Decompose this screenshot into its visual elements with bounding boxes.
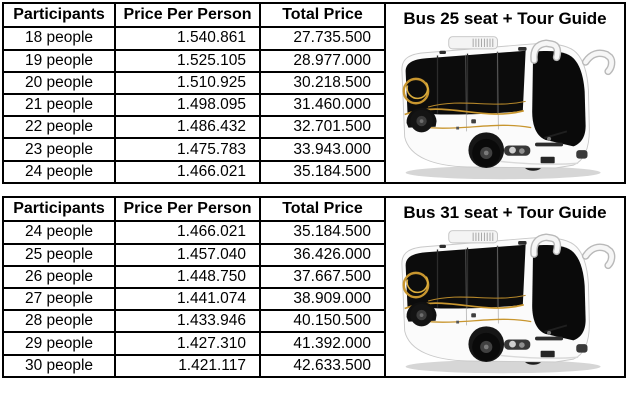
- price-per-person-column-header: Price Per Person: [114, 195, 261, 223]
- price-per-person-cell: 1.466.021: [114, 159, 261, 185]
- bus-image: [392, 226, 618, 376]
- table-row: 23 people 1.475.783 33.943.000: [2, 137, 625, 162]
- pricing-sheet: Participants Price Per Person Total Pric…: [2, 1, 626, 379]
- total-price-cell: 30.218.500: [259, 70, 386, 95]
- price-per-person-cell: 1.448.750: [114, 264, 261, 289]
- participants-cell: 21 people: [2, 92, 116, 118]
- table-row: 21 people 1.498.095 31.460.000: [2, 92, 625, 118]
- price-per-person-cell: 1.540.861: [114, 26, 261, 51]
- price-per-person-cell: 1.433.946: [114, 309, 261, 334]
- participants-cell: 19 people: [2, 48, 116, 73]
- total-price-cell: 36.426.000: [259, 242, 386, 267]
- table-row: 28 people 1.433.946 40.150.500: [2, 309, 625, 334]
- pricing-table-bus-31: Participants Price Per Person Total Pric…: [2, 195, 626, 379]
- table-row: 20 people 1.510.925 30.218.500: [2, 70, 625, 95]
- total-price-cell: 31.460.000: [259, 92, 386, 118]
- pricing-table-bus-25: Participants Price Per Person Total Pric…: [2, 1, 626, 185]
- table-row: 24 people 1.466.021 35.184.500: [2, 159, 625, 185]
- participants-cell: 22 people: [2, 115, 116, 140]
- total-price-column-header: Total Price: [259, 195, 386, 223]
- participants-cell: 25 people: [2, 242, 116, 267]
- table-row: 19 people 1.525.105 28.977.000: [2, 48, 625, 73]
- price-per-person-cell: 1.441.074: [114, 286, 261, 312]
- table-header-row: Participants Price Per Person Total Pric…: [2, 195, 626, 378]
- total-price-cell: 33.943.000: [259, 137, 386, 162]
- total-price-cell: 42.633.500: [259, 353, 386, 379]
- participants-cell: 18 people: [2, 26, 116, 51]
- participants-cell: 20 people: [2, 70, 116, 95]
- price-per-person-cell: 1.525.105: [114, 48, 261, 73]
- price-per-person-cell: 1.466.021: [114, 220, 261, 245]
- total-price-cell: 38.909.000: [259, 286, 386, 312]
- price-per-person-cell: 1.475.783: [114, 137, 261, 162]
- table-row: 30 people 1.421.117 42.633.500: [2, 353, 625, 379]
- participants-cell: 27 people: [2, 286, 116, 312]
- total-price-cell: 35.184.500: [259, 220, 386, 245]
- participants-cell: 26 people: [2, 264, 116, 289]
- table-header-row: Participants Price Per Person Total Pric…: [2, 1, 626, 184]
- price-per-person-cell: 1.510.925: [114, 70, 261, 95]
- price-per-person-cell: 1.457.040: [114, 242, 261, 267]
- table-row: 26 people 1.448.750 37.667.500: [2, 264, 625, 289]
- bus-info-cell: Bus 25 seat + Tour Guide: [384, 2, 626, 184]
- table-row: 29 people 1.427.310 41.392.000: [2, 331, 625, 356]
- participants-column-header: Participants: [2, 1, 116, 29]
- participants-cell: 29 people: [2, 331, 116, 356]
- table-row: 24 people 1.466.021 35.184.500: [2, 220, 625, 245]
- price-per-person-cell: 1.498.095: [114, 92, 261, 118]
- table-row: 25 people 1.457.040 36.426.000: [2, 242, 625, 267]
- bus-image: [392, 32, 618, 182]
- participants-cell: 23 people: [2, 137, 116, 162]
- price-per-person-cell: 1.486.432: [114, 115, 261, 140]
- table-row: 22 people 1.486.432 32.701.500: [2, 115, 625, 140]
- total-price-cell: 35.184.500: [259, 159, 386, 185]
- total-price-cell: 41.392.000: [259, 331, 386, 356]
- participants-cell: 30 people: [2, 353, 116, 379]
- participants-cell: 24 people: [2, 220, 116, 245]
- total-price-cell: 32.701.500: [259, 115, 386, 140]
- table-row: 27 people 1.441.074 38.909.000: [2, 286, 625, 312]
- bus-25-title: Bus 25 seat + Tour Guide: [403, 9, 607, 28]
- total-price-cell: 37.667.500: [259, 264, 386, 289]
- total-price-cell: 40.150.500: [259, 309, 386, 334]
- participants-cell: 28 people: [2, 309, 116, 334]
- bus-info-cell: Bus 31 seat + Tour Guide: [384, 196, 626, 378]
- price-per-person-column-header: Price Per Person: [114, 1, 261, 29]
- bus-31-title: Bus 31 seat + Tour Guide: [403, 203, 607, 222]
- price-per-person-cell: 1.427.310: [114, 331, 261, 356]
- total-price-cell: 27.735.500: [259, 26, 386, 51]
- total-price-cell: 28.977.000: [259, 48, 386, 73]
- total-price-column-header: Total Price: [259, 1, 386, 29]
- table-row: 18 people 1.540.861 27.735.500: [2, 26, 625, 51]
- participants-cell: 24 people: [2, 159, 116, 185]
- participants-column-header: Participants: [2, 195, 116, 223]
- price-per-person-cell: 1.421.117: [114, 353, 261, 379]
